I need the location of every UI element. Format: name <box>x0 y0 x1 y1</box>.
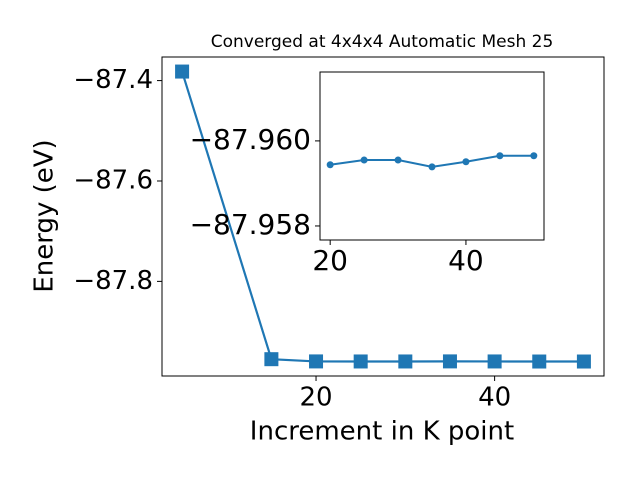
data-marker <box>532 354 547 369</box>
y-tick-label: −87.8 <box>73 266 153 296</box>
data-marker <box>398 354 413 369</box>
y-tick-label: −87.4 <box>73 65 153 95</box>
y-tick-label: −87.6 <box>73 165 153 195</box>
x-tick-label: 40 <box>478 383 511 413</box>
x-axis-label: Increment in K point <box>250 417 514 447</box>
x-tick-label: 20 <box>299 383 332 413</box>
data-marker <box>576 354 591 369</box>
data-marker <box>309 354 324 369</box>
data-marker <box>428 163 436 171</box>
y-axis-label: Energy (eV) <box>30 139 60 292</box>
data-marker <box>264 352 279 367</box>
data-marker <box>462 158 470 166</box>
y-tick-label: −87.960 <box>190 123 311 156</box>
data-marker <box>496 152 504 160</box>
data-marker <box>394 156 402 164</box>
data-marker <box>530 152 538 160</box>
data-marker <box>353 354 368 369</box>
data-marker <box>326 161 334 169</box>
x-tick-label: 40 <box>448 244 484 277</box>
x-tick-label: 20 <box>312 244 348 277</box>
y-tick-label: −87.958 <box>190 208 311 241</box>
data-marker <box>487 354 502 369</box>
chart-title: Converged at 4x4x4 Automatic Mesh 25 <box>211 32 554 52</box>
data-marker <box>175 64 190 79</box>
data-marker <box>360 156 368 164</box>
data-marker <box>442 354 457 369</box>
